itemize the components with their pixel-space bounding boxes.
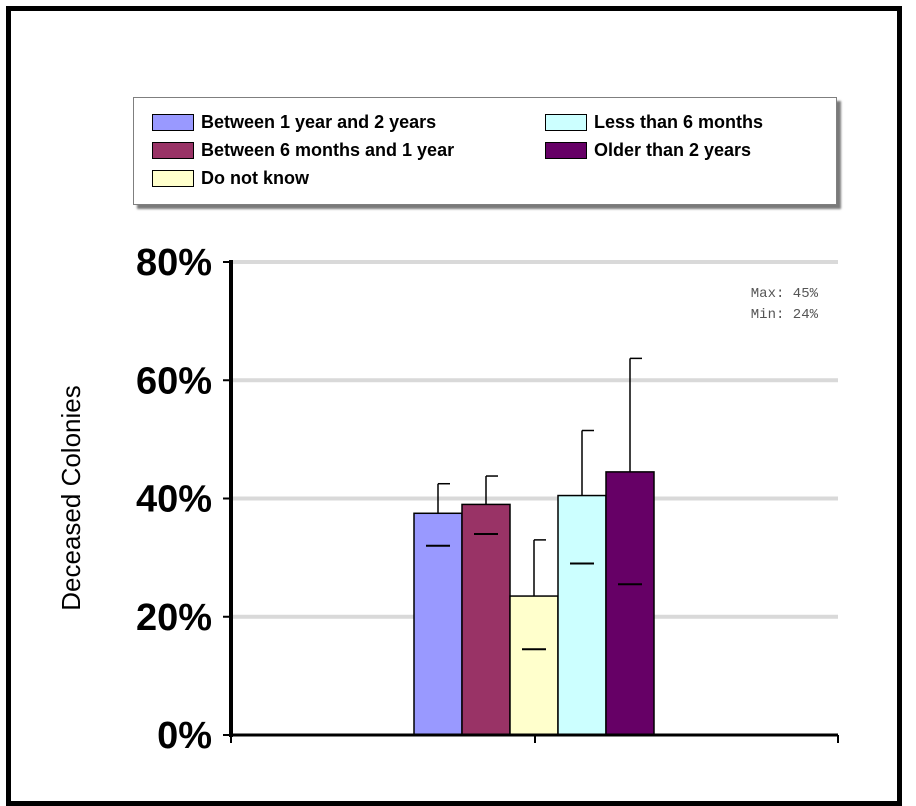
bar xyxy=(413,512,463,736)
legend-item: Do not know xyxy=(152,166,309,190)
legend-swatch xyxy=(152,113,194,131)
legend-item: Older than 2 years xyxy=(545,138,751,162)
legend-label: Between 6 months and 1 year xyxy=(201,139,455,160)
legend-swatch xyxy=(545,113,587,131)
bar xyxy=(509,595,559,736)
y-tick-label: 20% xyxy=(136,597,212,639)
legend-swatch xyxy=(152,169,194,187)
legend-label: Less than 6 months xyxy=(594,111,764,132)
bars xyxy=(413,357,655,736)
legend-label: Do not know xyxy=(201,167,309,188)
y-tick-label: 0% xyxy=(157,715,212,757)
legend-swatch xyxy=(545,141,587,159)
y-tick-label: 60% xyxy=(136,360,212,402)
y-tick-label: 80% xyxy=(136,242,212,284)
y-tick-label: 40% xyxy=(136,479,212,521)
bar xyxy=(605,471,655,736)
chart-legend: Between 1 year and 2 years Less than 6 m… xyxy=(133,97,837,205)
legend-item: Between 6 months and 1 year xyxy=(152,138,454,162)
legend-item: Less than 6 months xyxy=(545,110,763,134)
bar xyxy=(461,503,511,736)
y-tick-labels: 0% 20% 40% 60% 80% xyxy=(136,242,212,757)
legend-label: Between 1 year and 2 years xyxy=(201,111,437,132)
annotation-max: Max: 45% xyxy=(751,286,819,302)
legend-swatch xyxy=(152,141,194,159)
legend-item: Between 1 year and 2 years xyxy=(152,110,436,134)
annotation-min: Min: 24% xyxy=(751,307,819,323)
y-axis-label: Deceased Colonies xyxy=(56,385,86,610)
legend-label: Older than 2 years xyxy=(594,139,752,160)
axes xyxy=(223,260,839,743)
bar xyxy=(557,494,607,736)
